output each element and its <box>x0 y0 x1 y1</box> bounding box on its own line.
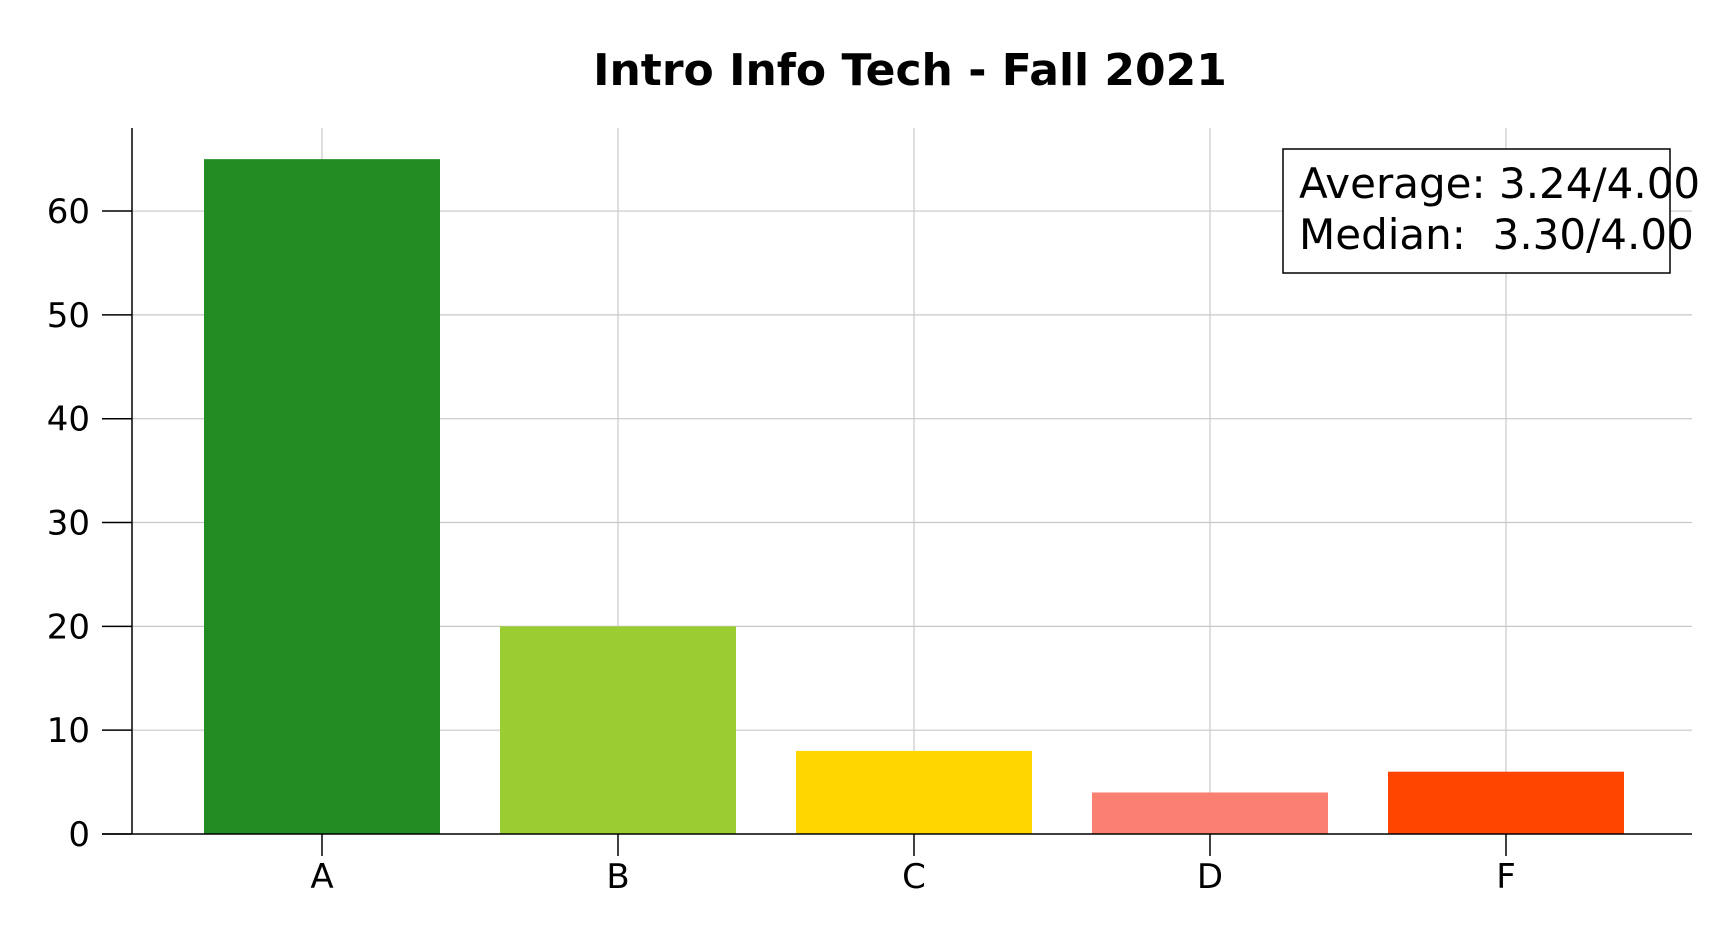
y-tick-label-60: 60 <box>47 192 90 232</box>
chart-title: Intro Info Tech - Fall 2021 <box>593 45 1227 96</box>
bar-F <box>1388 771 1624 834</box>
stats-average-text: Average: 3.24/4.00 <box>1299 159 1700 208</box>
stats-annotation-box: Average: 3.24/4.00 Median: 3.30/4.00 <box>1282 148 1700 274</box>
stats-box-border <box>1282 148 1671 274</box>
bars <box>204 159 1624 834</box>
x-tick-label-B: B <box>606 857 629 897</box>
x-tick-label-A: A <box>310 857 333 897</box>
y-tick-label-0: 0 <box>68 815 90 855</box>
y-tick-label-30: 30 <box>47 504 90 544</box>
axes <box>102 128 1692 856</box>
x-tick-label-F: F <box>1496 857 1516 897</box>
x-tick-label-C: C <box>902 857 926 897</box>
y-tick-label-10: 10 <box>47 711 90 751</box>
y-tick-label-20: 20 <box>47 607 90 647</box>
y-tick-label-50: 50 <box>47 296 90 336</box>
bar-C <box>796 750 1032 834</box>
bar-B <box>500 626 736 834</box>
bar-D <box>1092 792 1328 834</box>
x-tick-label-D: D <box>1197 857 1223 897</box>
y-tick-label-40: 40 <box>47 400 90 440</box>
bar-A <box>204 159 440 834</box>
stats-median-text: Median: 3.30/4.00 <box>1299 210 1694 259</box>
tick-labels: 0 10 20 30 40 50 60 A B C D F <box>47 192 1516 897</box>
